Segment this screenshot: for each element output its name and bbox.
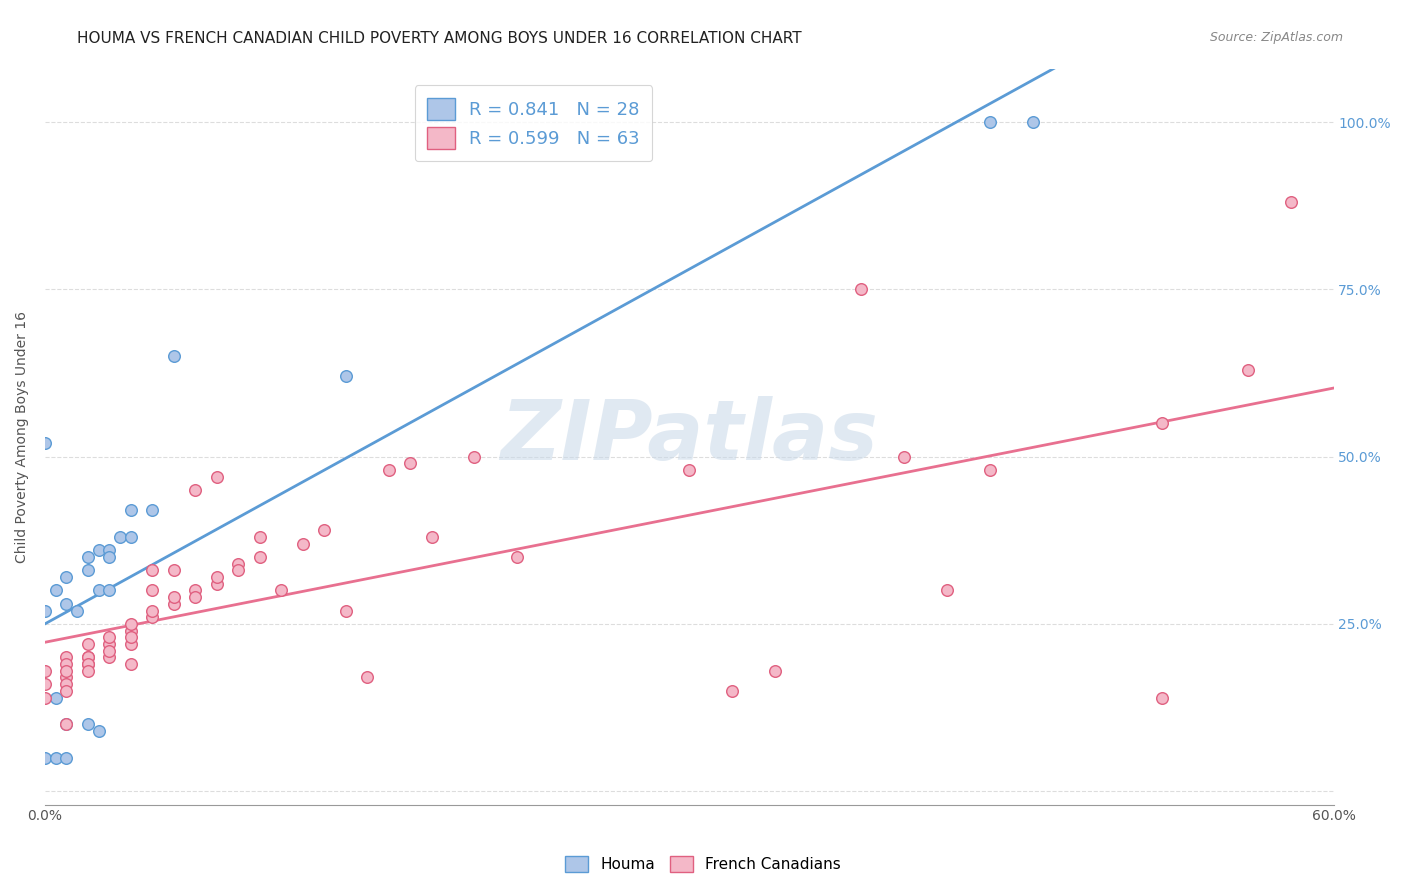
Point — [377, 463, 399, 477]
Point — [77, 657, 100, 671]
Point — [420, 530, 443, 544]
Point — [249, 530, 271, 544]
Point — [849, 282, 872, 296]
Point — [34, 677, 56, 691]
Point — [98, 650, 121, 665]
Point — [120, 630, 142, 644]
Point — [45, 583, 67, 598]
Text: ZIPatlas: ZIPatlas — [501, 396, 879, 477]
Point — [249, 549, 271, 564]
Point — [55, 751, 77, 765]
Point — [1279, 195, 1302, 210]
Point — [98, 643, 121, 657]
Point — [463, 450, 485, 464]
Point — [87, 724, 110, 739]
Point — [163, 349, 186, 363]
Point — [893, 450, 915, 464]
Point — [98, 543, 121, 558]
Point — [291, 536, 314, 550]
Point — [763, 664, 786, 678]
Point — [34, 690, 56, 705]
Legend: Houma, French Canadians: Houma, French Canadians — [557, 848, 849, 880]
Point — [120, 530, 142, 544]
Point — [98, 549, 121, 564]
Point — [120, 616, 142, 631]
Point — [77, 549, 100, 564]
Text: Source: ZipAtlas.com: Source: ZipAtlas.com — [1209, 31, 1343, 45]
Point — [77, 650, 100, 665]
Point — [55, 717, 77, 731]
Point — [98, 630, 121, 644]
Point — [226, 557, 249, 571]
Point — [163, 597, 186, 611]
Point — [979, 463, 1001, 477]
Point — [55, 570, 77, 584]
Point — [226, 563, 249, 577]
Point — [77, 637, 100, 651]
Point — [108, 530, 131, 544]
Point — [335, 603, 357, 617]
Point — [506, 549, 529, 564]
Point — [55, 677, 77, 691]
Point — [55, 684, 77, 698]
Point — [335, 369, 357, 384]
Point — [356, 671, 378, 685]
Point — [55, 671, 77, 685]
Point — [55, 597, 77, 611]
Point — [55, 717, 77, 731]
Point — [205, 469, 228, 483]
Point — [34, 436, 56, 450]
Point — [184, 483, 207, 497]
Point — [55, 664, 77, 678]
Point — [1150, 690, 1173, 705]
Point — [184, 590, 207, 604]
Point — [87, 543, 110, 558]
Point — [678, 463, 700, 477]
Point — [399, 456, 422, 470]
Point — [1236, 362, 1258, 376]
Point — [270, 583, 292, 598]
Point — [77, 664, 100, 678]
Point — [184, 583, 207, 598]
Point — [141, 583, 163, 598]
Point — [205, 570, 228, 584]
Point — [45, 751, 67, 765]
Point — [979, 115, 1001, 129]
Y-axis label: Child Poverty Among Boys Under 16: Child Poverty Among Boys Under 16 — [15, 310, 30, 563]
Point — [66, 603, 89, 617]
Point — [1022, 115, 1045, 129]
Point — [77, 657, 100, 671]
Point — [34, 603, 56, 617]
Point — [77, 717, 100, 731]
Point — [936, 583, 959, 598]
Point — [98, 583, 121, 598]
Point — [141, 603, 163, 617]
Point — [120, 624, 142, 638]
Point — [34, 664, 56, 678]
Point — [163, 563, 186, 577]
Point — [87, 583, 110, 598]
Point — [45, 690, 67, 705]
Point — [77, 563, 100, 577]
Point — [34, 751, 56, 765]
Point — [55, 650, 77, 665]
Point — [55, 657, 77, 671]
Point — [163, 590, 186, 604]
Point — [77, 650, 100, 665]
Point — [141, 610, 163, 624]
Legend: R = 0.841   N = 28, R = 0.599   N = 63: R = 0.841 N = 28, R = 0.599 N = 63 — [415, 85, 652, 161]
Point — [98, 637, 121, 651]
Text: HOUMA VS FRENCH CANADIAN CHILD POVERTY AMONG BOYS UNDER 16 CORRELATION CHART: HOUMA VS FRENCH CANADIAN CHILD POVERTY A… — [77, 31, 801, 46]
Point — [1150, 416, 1173, 430]
Point — [314, 523, 336, 537]
Point — [721, 684, 744, 698]
Point — [141, 563, 163, 577]
Point — [120, 503, 142, 517]
Point — [120, 637, 142, 651]
Point — [141, 503, 163, 517]
Point — [120, 657, 142, 671]
Point — [205, 576, 228, 591]
